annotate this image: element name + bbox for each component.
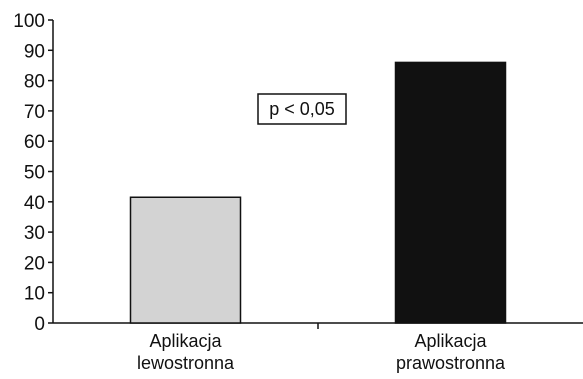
y-tick-label: 100 — [13, 11, 45, 32]
x-axis-labels: AplikacjalewostronnaAplikacjaprawostronn… — [137, 331, 506, 373]
bars — [129, 61, 507, 324]
category-label-line: lewostronna — [137, 353, 235, 373]
y-tick-label: 0 — [34, 314, 45, 335]
annotation-text: p < 0,05 — [269, 99, 335, 119]
y-tick-label: 20 — [24, 253, 45, 274]
y-tick-label: 70 — [24, 102, 45, 123]
y-axis-ticks: 0 10 20 30 40 50 60 70 80 90 100 — [13, 11, 53, 335]
category-label-line: prawostronna — [396, 353, 506, 373]
bar-2 — [394, 61, 507, 324]
category-label-line: Aplikacja — [414, 331, 487, 351]
significance-annotation: p < 0,05 — [257, 93, 347, 125]
y-tick-label: 10 — [24, 284, 45, 305]
annotation-box — [257, 93, 347, 125]
y-tick-label: 80 — [24, 72, 45, 93]
y-tick-label: 30 — [24, 223, 45, 244]
category-label-line: Aplikacja — [149, 331, 222, 351]
y-tick-label: 90 — [24, 41, 45, 62]
y-tick-label: 50 — [24, 163, 45, 184]
y-tick-label: 60 — [24, 132, 45, 153]
y-tick-label: 40 — [24, 193, 45, 214]
bar-1 — [129, 196, 242, 324]
